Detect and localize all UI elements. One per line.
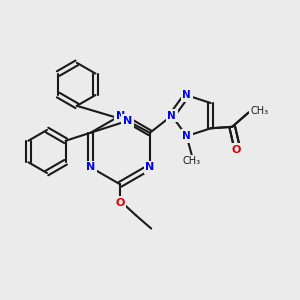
Text: O: O bbox=[116, 198, 125, 208]
Text: N: N bbox=[182, 90, 191, 100]
Text: N: N bbox=[86, 162, 95, 172]
Text: O: O bbox=[232, 145, 242, 155]
Text: N: N bbox=[145, 162, 154, 172]
Text: N: N bbox=[182, 131, 191, 141]
Text: CH₃: CH₃ bbox=[250, 106, 268, 116]
Text: O: O bbox=[232, 145, 242, 155]
Text: N: N bbox=[116, 111, 125, 121]
Text: CH₃: CH₃ bbox=[250, 106, 268, 116]
Text: N: N bbox=[123, 116, 132, 126]
Text: CH₃: CH₃ bbox=[183, 156, 201, 166]
Text: N: N bbox=[167, 111, 176, 121]
